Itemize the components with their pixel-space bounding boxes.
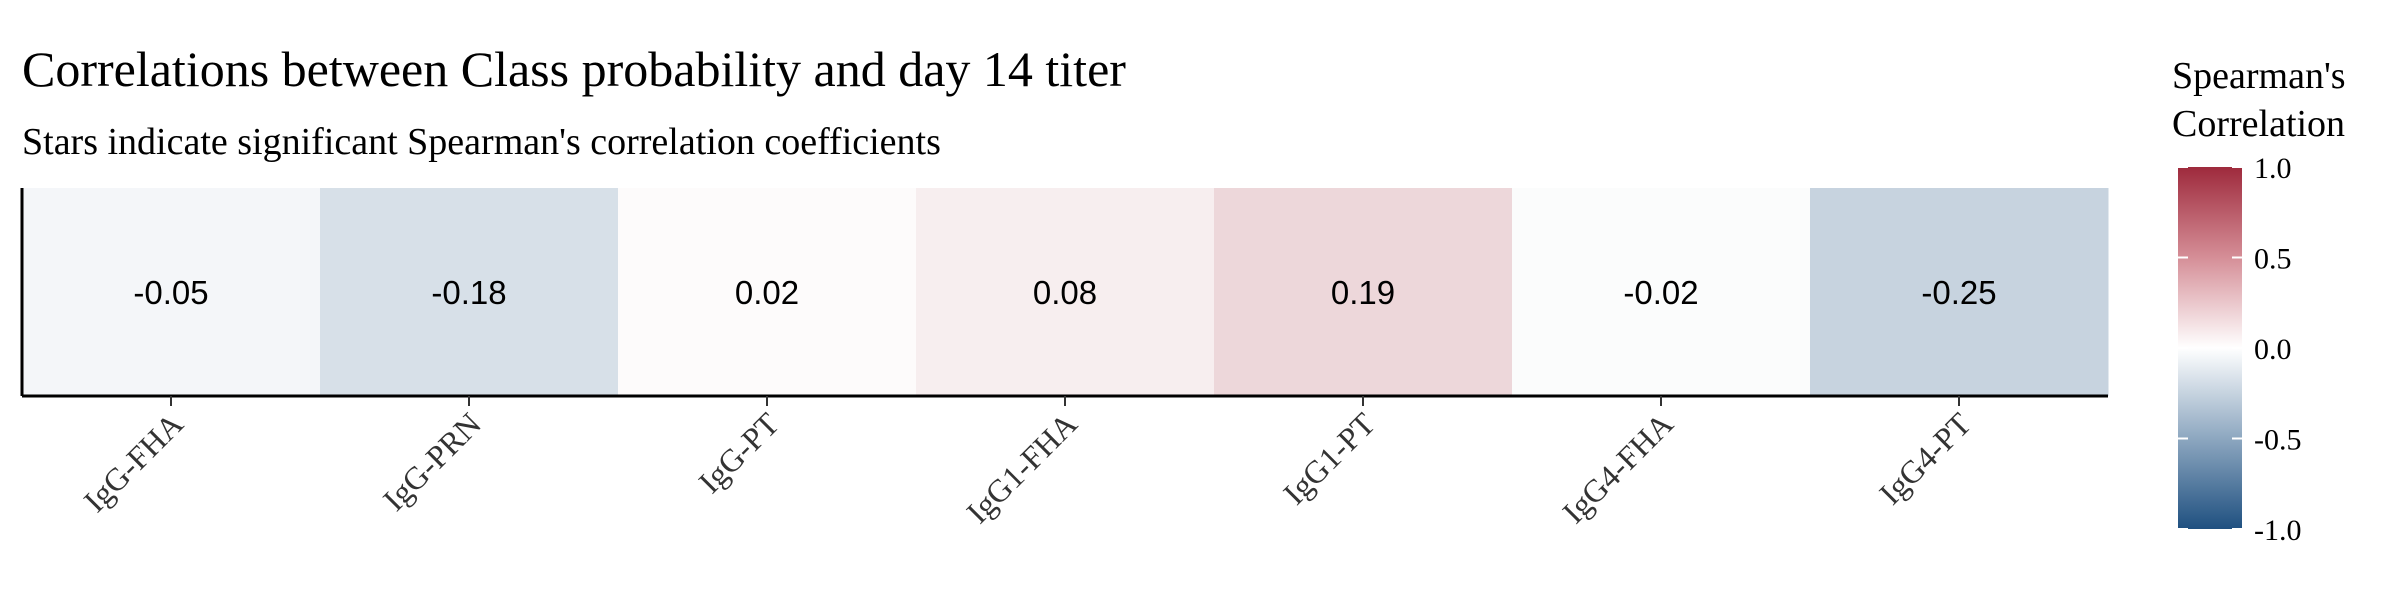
heatmap-cell — [1512, 188, 1811, 396]
x-tick-label: IgG4-PT — [1872, 405, 1978, 511]
cell-value-label: -0.18 — [431, 274, 506, 311]
cell-value-label: 0.19 — [1331, 274, 1395, 311]
legend-ticks: 1.0 0.5 0.0 -0.5 -1.0 — [2178, 152, 2302, 547]
x-axis-tick-labels: IgG-FHA IgG-PRN IgG-PT IgG1-FHA IgG1-PT IgG4-… — [77, 405, 1979, 530]
legend: Spearman's Correlation 1.0 0.5 0.0 -0.5 -1.0 — [2172, 55, 2346, 547]
x-tick-label: IgG4-FHA — [1555, 405, 1680, 530]
legend-tick-label: 1.0 — [2254, 152, 2292, 185]
x-tick-label: IgG1-PT — [1276, 405, 1382, 511]
chart-subtitle: Stars indicate significant Spearman's co… — [22, 121, 941, 163]
heatmap-cell — [1810, 188, 2109, 396]
chart-title: Correlations between Class probability a… — [22, 41, 1126, 97]
legend-tick-label: 0.0 — [2254, 333, 2292, 366]
legend-title-line-1: Spearman's — [2172, 55, 2346, 97]
heatmap-cell-labels: -0.05 -0.18 0.02 0.08 0.19 -0.02 -0.25 — [133, 274, 1996, 311]
x-tick-label: IgG-PT — [691, 405, 786, 500]
x-tick-label: IgG1-FHA — [959, 405, 1084, 530]
heatmap-cell — [320, 188, 619, 396]
legend-colorbar — [2178, 167, 2242, 529]
x-axis-ticks — [170, 396, 1960, 406]
heatmap-cell — [22, 188, 321, 396]
cell-value-label: -0.02 — [1623, 274, 1698, 311]
legend-tick-label: -0.5 — [2254, 424, 2302, 457]
heatmap-cell — [1214, 188, 1513, 396]
cell-value-label: -0.25 — [1921, 274, 1996, 311]
x-tick-label: IgG-FHA — [77, 405, 190, 518]
legend-title-line-2: Correlation — [2172, 103, 2345, 145]
heatmap-cells — [22, 188, 2109, 396]
cell-value-label: 0.02 — [735, 274, 799, 311]
x-tick-label: IgG-PRN — [376, 405, 488, 517]
heatmap-cell — [618, 188, 917, 396]
legend-tick-label: -1.0 — [2254, 514, 2302, 547]
cell-value-label: -0.05 — [133, 274, 208, 311]
cell-value-label: 0.08 — [1033, 274, 1097, 311]
heatmap-cell — [916, 188, 1215, 396]
legend-tick-label: 0.5 — [2254, 243, 2292, 276]
